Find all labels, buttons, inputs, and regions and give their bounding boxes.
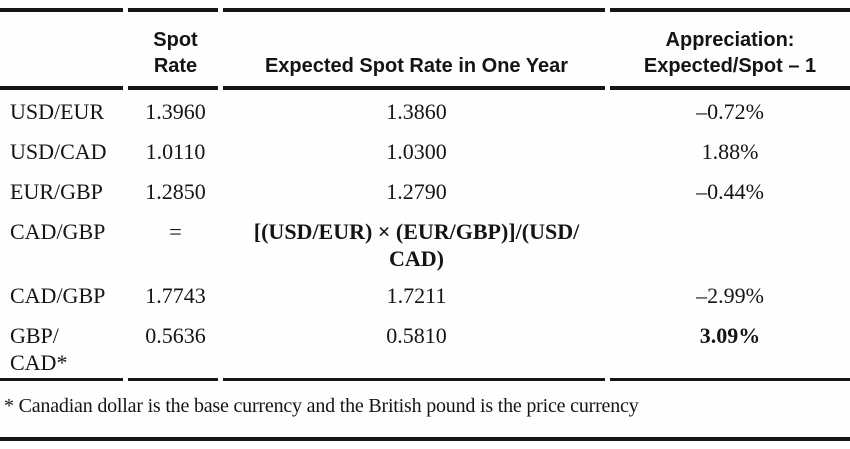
rule-segment [0, 86, 123, 90]
header-spot-rate: Spot Rate [153, 29, 198, 77]
expected-rate-cell: 1.2790 [386, 179, 447, 204]
exchange-rate-table: Spot Rate Expected Spot Rate in One Year… [0, 8, 850, 441]
rule-segment [223, 8, 605, 12]
rule-segment [128, 378, 218, 381]
expected-rate-cell: 1.0300 [386, 139, 447, 164]
pair-cell: USD/EUR [10, 99, 105, 124]
header-expected-spot-rate: Expected Spot Rate in One Year [264, 55, 569, 77]
cross-rate-formula: [(USD/EUR) × (EUR/GBP)]/(USD/ CAD) [253, 219, 580, 271]
appreciation-cell: 3.09% [699, 323, 761, 348]
appreciation-cell [610, 210, 850, 274]
rule-segment [128, 86, 218, 90]
rule-segment [223, 378, 605, 381]
header-pair [0, 12, 128, 86]
appreciation-cell: 1.88% [701, 139, 759, 164]
expected-rate-cell: 0.5810 [386, 323, 447, 348]
table-footnote: * Canadian dollar is the base currency a… [4, 395, 639, 417]
rule-segment [610, 86, 850, 90]
rule-segment [0, 8, 123, 12]
spot-rate-cell: 1.3960 [145, 99, 206, 124]
spot-rate-cell: 1.2850 [145, 179, 206, 204]
appreciation-cell: –2.99% [696, 283, 764, 308]
rule-segment [0, 378, 123, 381]
pair-cell: CAD/GBP [10, 219, 106, 244]
equals-cell: = [169, 219, 182, 244]
rule-segment [223, 86, 605, 90]
rule-segment [610, 378, 850, 381]
pair-cell: GBP/ CAD* [10, 323, 68, 375]
header-appreciation: Appreciation: Expected/Spot – 1 [643, 29, 817, 77]
appreciation-cell: –0.44% [696, 179, 764, 204]
pair-cell: EUR/GBP [10, 179, 103, 204]
appreciation-cell: –0.72% [696, 99, 764, 124]
spot-rate-cell: 1.0110 [145, 139, 206, 164]
pair-cell: CAD/GBP [10, 283, 106, 308]
expected-rate-cell: 1.3860 [386, 99, 447, 124]
pair-cell: USD/CAD [10, 139, 107, 164]
rule-segment [128, 8, 218, 12]
rule-segment [610, 8, 850, 12]
spot-rate-cell: 0.5636 [145, 323, 206, 348]
page-bottom-rule [0, 437, 850, 441]
expected-rate-cell: 1.7211 [386, 283, 447, 308]
spot-rate-cell: 1.7743 [145, 283, 206, 308]
